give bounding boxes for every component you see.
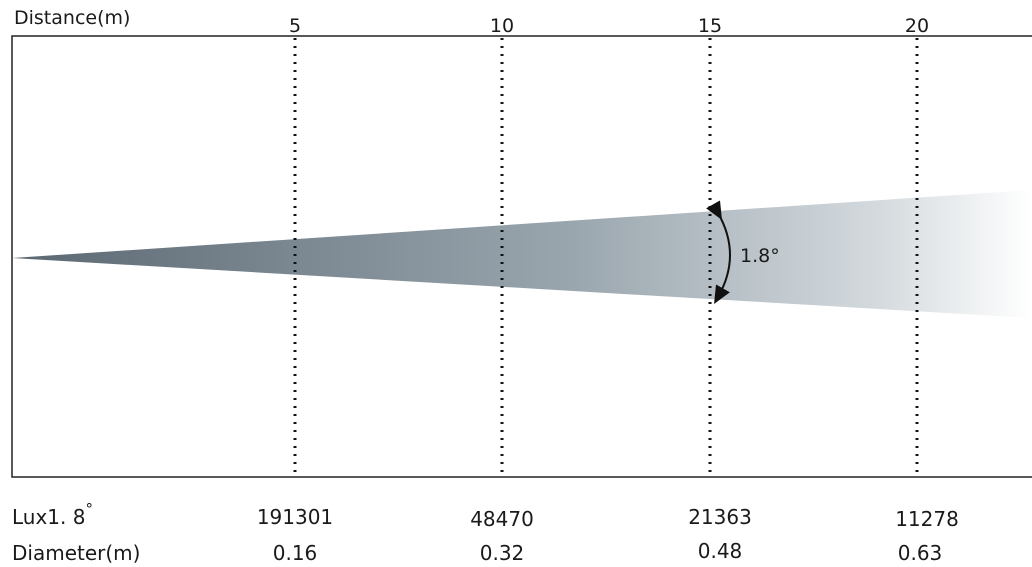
lux-value-15: 21363	[688, 505, 752, 529]
beam-angle-arc	[706, 200, 731, 304]
distance-label-5: 5	[289, 15, 301, 37]
distance-label-20: 20	[905, 15, 929, 37]
diagram-frame	[11, 35, 1032, 478]
lux-row-label: Lux1. 8°	[12, 500, 93, 529]
beam-angle-label: 1.8°	[740, 245, 780, 267]
diameter-value-5: 0.16	[273, 541, 318, 565]
lux-label-degree: °	[85, 500, 93, 518]
diameter-value-20: 0.63	[898, 541, 943, 565]
diameter-row-label: Diameter(m)	[12, 541, 140, 565]
light-beam	[12, 190, 1032, 318]
lux-value-5: 191301	[257, 505, 333, 529]
lux-label-text: Lux1. 8	[12, 505, 85, 529]
lux-value-10: 48470	[470, 507, 534, 531]
lux-value-20: 11278	[895, 507, 959, 531]
distance-label-10: 10	[490, 15, 514, 37]
diameter-value-15: 0.48	[698, 539, 743, 563]
distance-label-15: 15	[698, 15, 722, 37]
distance-axis-label: Distance(m)	[14, 7, 130, 29]
diameter-value-10: 0.32	[480, 541, 525, 565]
